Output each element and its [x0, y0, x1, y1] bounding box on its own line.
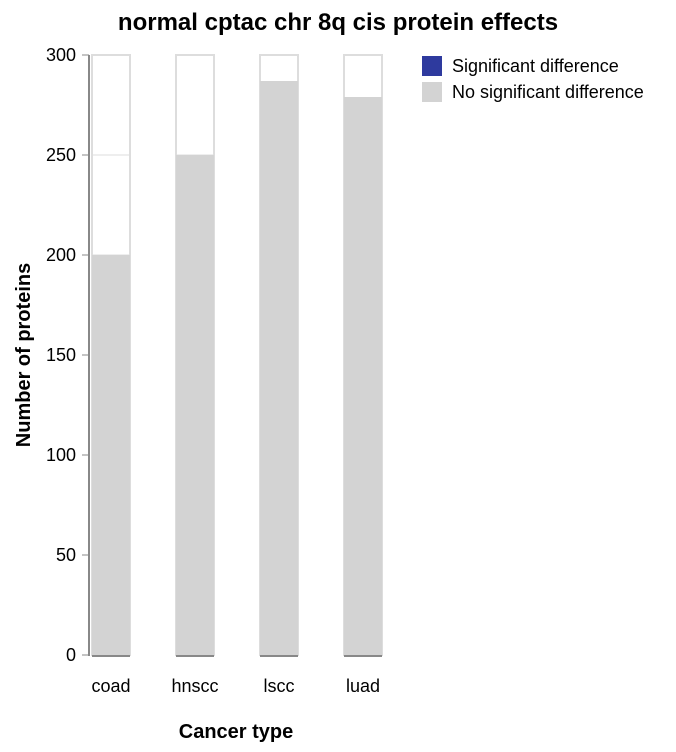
legend-item: No significant difference: [422, 82, 644, 102]
y-tick-label: 100: [46, 445, 76, 465]
legend-swatch: [422, 56, 442, 76]
x-tick-label: lscc: [264, 676, 295, 696]
chart-title: normal cptac chr 8q cis protein effects: [118, 9, 558, 36]
bar-group-coad: coad: [91, 54, 131, 696]
plot-area: 0 50 100 150 200 250 300 coad hnscc lscc luad: [46, 45, 383, 696]
bar-luad-no-significant-difference: [344, 97, 382, 655]
y-axis-title: Number of proteins: [13, 263, 35, 447]
y-tick-label: 50: [56, 545, 76, 565]
bar-group-luad: luad: [343, 54, 383, 696]
bar-hnscc-no-significant-difference: [176, 155, 214, 655]
y-tick-label: 200: [46, 245, 76, 265]
legend-swatch: [422, 82, 442, 102]
legend-label: No significant difference: [452, 82, 644, 102]
x-tick-label: hnscc: [171, 676, 218, 696]
x-axis-title: Cancer type: [179, 721, 294, 743]
bar-coad-no-significant-difference: [92, 255, 130, 655]
y-tick-label: 150: [46, 345, 76, 365]
bar-group-lscc: lscc: [259, 54, 299, 696]
x-tick-label: luad: [346, 676, 380, 696]
y-tick-label: 0: [66, 645, 76, 665]
bar-group-hnscc: hnscc: [171, 54, 219, 696]
x-tick-label: coad: [91, 676, 130, 696]
y-tick-label: 300: [46, 45, 76, 65]
legend-label: Significant difference: [452, 56, 619, 76]
y-tick-label: 250: [46, 145, 76, 165]
legend-item: Significant difference: [422, 56, 619, 76]
bar-lscc-no-significant-difference: [260, 81, 298, 655]
legend: Significant difference No significant dif…: [422, 56, 644, 102]
